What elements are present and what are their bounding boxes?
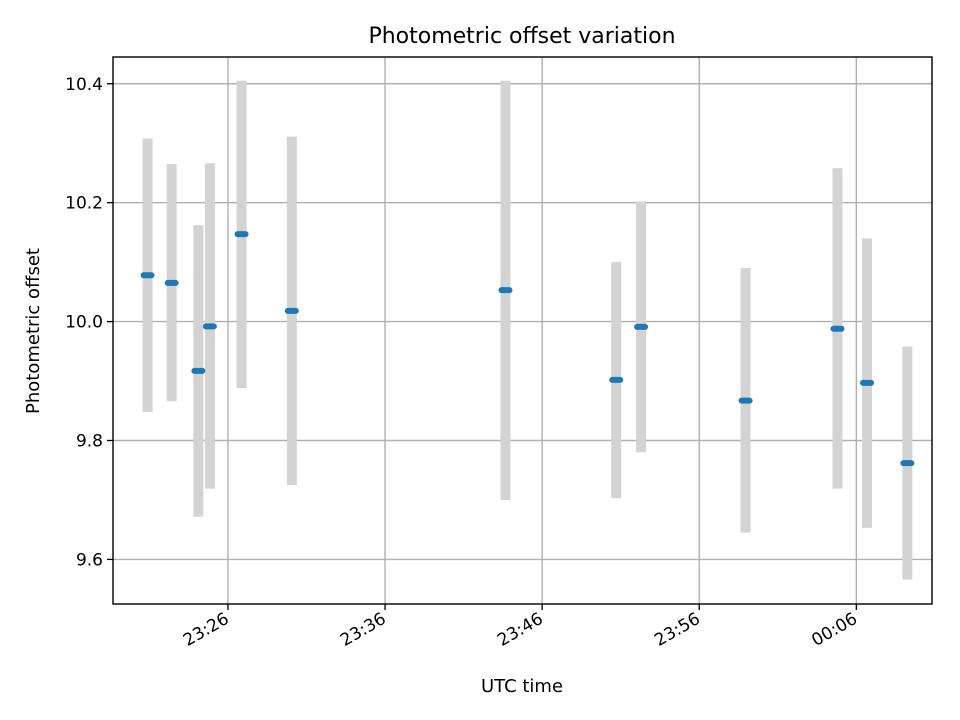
y-tick-label: 9.6 xyxy=(76,550,103,570)
x-tick-label: 23:26 xyxy=(180,609,232,651)
y-tick-label: 10.4 xyxy=(65,75,103,95)
x-tick-label: 23:46 xyxy=(494,609,546,651)
data-points xyxy=(140,231,915,467)
grid-lines xyxy=(113,57,932,604)
x-tick-label: 00:06 xyxy=(808,609,860,651)
x-axis-label: UTC time xyxy=(481,676,563,697)
chart-title: Photometric offset variation xyxy=(368,24,675,49)
y-axis-label: Photometric offset xyxy=(23,248,44,414)
y-tick-label: 9.8 xyxy=(76,431,103,451)
x-tick-label: 23:56 xyxy=(651,609,703,651)
y-tick-label: 10.2 xyxy=(65,194,103,214)
y-tick-label: 10.0 xyxy=(65,313,103,333)
error-bars xyxy=(142,80,913,580)
x-tick-label: 23:36 xyxy=(337,609,389,651)
plot-frame xyxy=(112,56,933,605)
